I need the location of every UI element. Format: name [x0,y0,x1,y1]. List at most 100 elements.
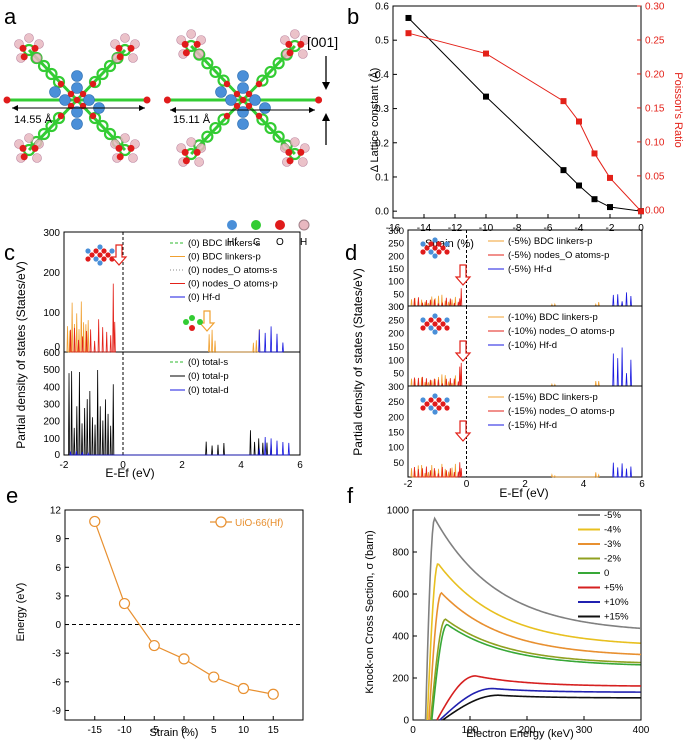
panel-b-series-0-point [607,204,613,211]
legend-o-atom [275,220,285,230]
left-structure-hf-atom [71,106,83,118]
left-structure-o-atom [19,44,27,52]
panel-d-subpanel-0-mof-icon [444,249,450,255]
panel-e-xtick-label: -15 [88,725,103,736]
panel-e-legend-marker [215,516,227,528]
direction-label: [001] [307,34,338,50]
left-structure-o-atom [116,153,124,161]
panel-f-legend-label-5: +5% [604,583,624,594]
panel-b-series-0-point [405,14,412,21]
panel-c-bottom-ytick-label: 400 [43,382,60,393]
right-structure-end-o-atom [163,96,171,104]
left-structure-h-atom [128,53,138,63]
panel-label-c: c [4,240,15,265]
panel-b-y2tick-label: 0.10 [645,137,665,148]
panel-d-subpanel-0-ytick-label: 300 [388,226,404,237]
arrow-head [322,82,330,90]
left-structure-o-atom [115,144,123,152]
panel-d-subpanel-2-ytick-label: 100 [388,443,404,454]
panel-c-nodes-p-series [69,283,116,353]
panel-d-subpanel-2-red-arrow [454,420,472,442]
panel-b-series-0-point [576,182,582,189]
panel-d-subpanel-0-red-arrow [454,264,472,286]
panel-d-subpanel-1-mof-icon [432,313,438,319]
panel-f-legend-label-7: +15% [604,612,629,623]
panel-d-subpanel-2-mof-icon [432,393,438,399]
panel-b-series-0-point [560,167,567,174]
right-structure-node-o-atom [233,102,241,110]
left-structure-o-atom [127,144,135,152]
panel-d-subpanel-0-legend-label: (-5%) nodes_O atoms-p [508,250,609,261]
panel-d-subpanel-1-ytick-label: 200 [388,329,404,340]
panel-b-ytick-label: 0.1 [375,172,389,183]
left-structure-node-o-atom [57,112,65,120]
panel-b-series-1-point [483,50,489,57]
left-structure-hf-atom [71,82,83,94]
arrow-head [170,107,176,113]
panel-d-subpanel-0-mof-icon [432,245,438,251]
right-structure-hf-atom [225,94,237,106]
legend-c-label: C [253,237,260,248]
panel-b-series-1-point [607,174,613,181]
left-structure-end-o-atom [143,96,151,104]
right-structure-linker-ring [264,121,277,135]
right-structure-linker-ring [264,65,277,79]
panel-e-ytick-label: 6 [55,563,61,574]
panel-b-xtick-label: -8 [513,223,522,234]
panel-d-subpanel-0-mof-icon [436,241,442,247]
panel-b-y2tick-label: 0.15 [645,103,665,114]
panel-d-xlabel: E-Ef (eV) [499,486,548,500]
panel-f-series-0-line [424,516,642,721]
panel-d-subpanel-1-mof-icon [420,325,426,331]
panel-f-series-5-line [436,675,642,721]
legend-hf-label: Hf [227,237,237,248]
panel-d-subpanel-2-legend-label: (-15%) BDC linkers-p [508,392,598,403]
left-structure-linker-ring [88,75,102,89]
panel-d-subpanel-2-ytick-label: 150 [388,428,404,439]
right-structure-hf-atom [237,82,249,94]
left-structure-linker-ring [52,111,66,125]
panel-d-subpanel-1-bdc-p-conduction [550,380,600,387]
right-structure-node-o-atom [233,90,241,98]
left-structure-linker-ring [103,59,117,73]
left-structure-h-atom [120,133,130,143]
right-structure-linker-ring [256,74,269,87]
panel-f-series-3-line [429,618,641,721]
panel-d-subpanel-2-legend-label: (-15%) nodes_O atoms-p [508,406,615,417]
panel-f-series-4-line [431,623,641,721]
panel-e-series-point [237,682,250,695]
panel-d-subpanel-2-mof-icon [420,405,426,411]
panel-b-series-1-point [576,118,582,125]
panel-c-xtick-label: -2 [60,460,69,471]
left-structure-linker-ring [45,119,58,133]
panel-b-y2tick-label: 0.05 [645,171,665,182]
left-structure-node-o-atom [57,80,65,88]
panel-d-subpanel-2-mof-icon [444,405,450,411]
panel-d-subpanel-2-mof-icon [424,401,430,407]
right-structure-linker-ring [272,57,285,70]
panel-f-legend-label-3: -2% [604,554,621,565]
right-structure-h-atom [298,157,308,167]
panel-b-series-1-point [405,30,412,37]
panel-d-subpanel-2-mof-icon [440,401,446,407]
right-structure-node-o-atom [223,112,231,120]
panel-b-xtick-label: -10 [479,223,494,234]
panel-b-series-0-point [483,93,489,100]
panel-b-ylabel: Δ Lattice constant (Å) [368,68,381,173]
right-structure-h-atom [194,157,204,167]
right-structure-linker-ring [217,113,230,126]
panel-f-xlabel: Electron Energy (keV) [466,728,574,740]
right-structure-h-atom [290,29,300,39]
panel-e-ytick-label: 0 [55,620,61,631]
panel-f-legend-label-0: -5% [604,510,621,521]
right-structure-hf-atom [237,106,249,118]
panel-c-bottom-ytick-label: 0 [54,450,60,461]
panel-d-subpanel-1-ytick-label: 250 [388,315,404,326]
panel-b-series-1-point [560,98,567,105]
panel-e-xtick-label: -5 [150,725,159,736]
right-structure-hf-atom [249,94,261,106]
panel-d-subpanel-2-legend-label: (-15%) Hf-d [508,420,557,431]
right-structure-end-o-atom [315,96,323,104]
panel-c-xtick-label: 2 [179,460,185,471]
